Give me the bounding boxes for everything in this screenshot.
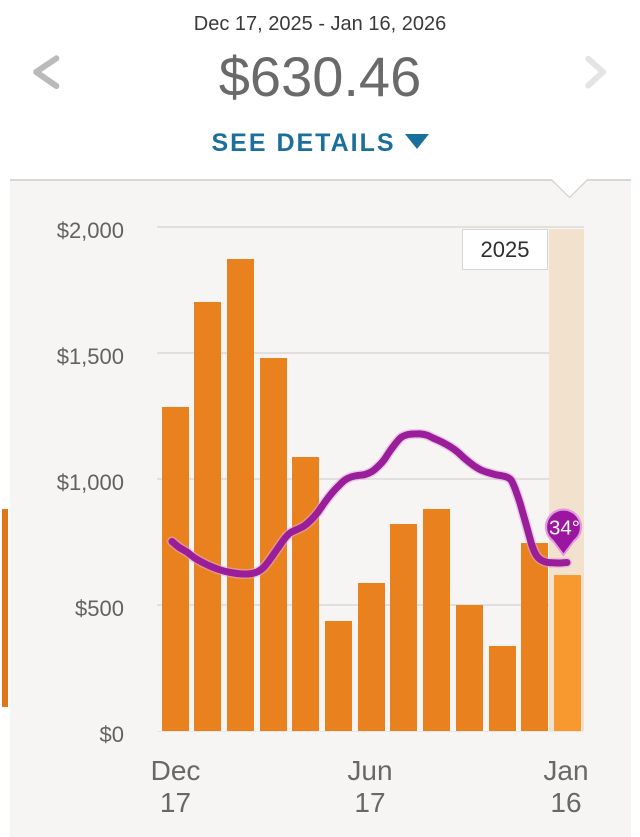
svg-text:34°: 34°	[549, 517, 580, 540]
